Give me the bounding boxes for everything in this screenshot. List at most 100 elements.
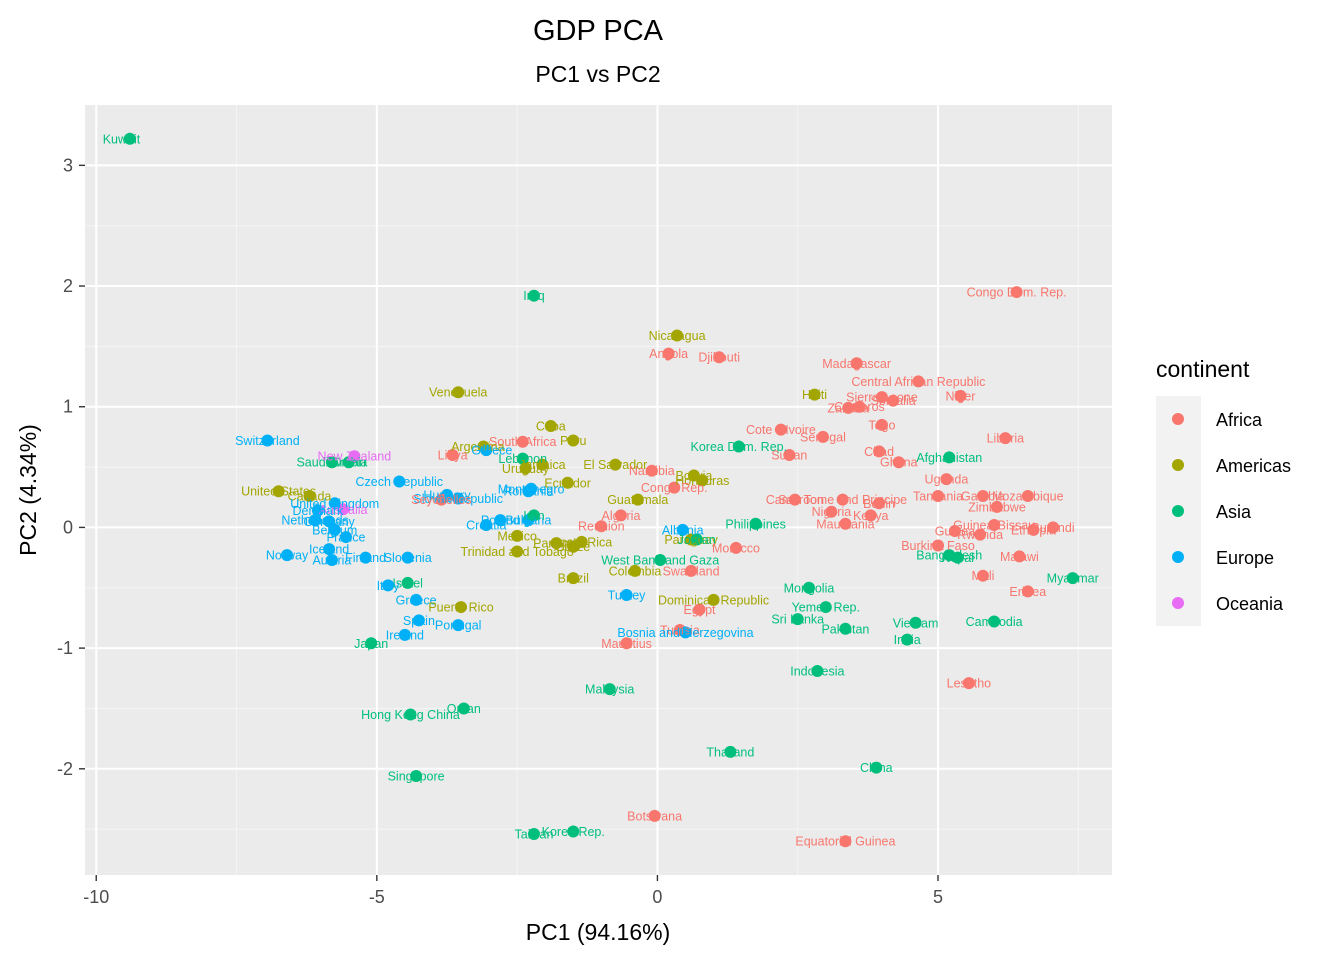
point-togo [875, 418, 888, 431]
point-hong-kong-china [404, 708, 417, 721]
point-germany [323, 515, 336, 528]
point-brazil [567, 572, 580, 585]
label-sri-lanka: Sri Lanka [771, 613, 824, 627]
point-swaziland [685, 564, 698, 577]
label-oman: Oman [332, 456, 366, 470]
point-eritrea [1021, 585, 1034, 598]
label-montenegro: Montenegro [498, 482, 565, 496]
point-japan [365, 637, 378, 650]
point-malaysia [603, 683, 616, 696]
label-ecuador: Ecuador [544, 476, 591, 490]
point-mexico [511, 529, 524, 542]
label-bulgaria: Bulgaria [505, 514, 551, 528]
label-cuba: Cuba [536, 420, 566, 434]
chart-title: GDP PCA [533, 15, 664, 47]
label-nigeria: Nigeria [812, 505, 852, 519]
point-somalia [887, 394, 900, 407]
legend-label-europe: Europe [1216, 548, 1274, 568]
label-iran: Iran [523, 509, 545, 523]
label-chad: Chad [864, 445, 894, 459]
point-kenya [864, 509, 877, 522]
legend-key-oceania [1172, 597, 1184, 609]
label-burkina-faso: Burkina Faso [901, 539, 975, 553]
x-tick-label: -5 [369, 887, 385, 907]
point-angola [662, 347, 675, 360]
label-somalia: Somalia [871, 394, 916, 408]
point-mozambique [1021, 490, 1034, 503]
points-layer [123, 132, 1079, 848]
point-mauritius [620, 637, 633, 650]
point-israel [401, 576, 414, 589]
y-tick-label: 0 [63, 517, 73, 537]
label-portugal: Portugal [435, 619, 482, 633]
point-congo-rep [668, 481, 681, 494]
label-yemen-rep: Yemen Rep. [792, 601, 860, 615]
point-italy [382, 579, 395, 592]
point-india [901, 633, 914, 646]
label-norway: Norway [266, 549, 309, 563]
chart-subtitle: PC1 vs PC2 [535, 61, 660, 87]
point-indonesia [811, 665, 824, 678]
point-madagascar [850, 357, 863, 370]
label-bolivia: Bolivia [675, 469, 712, 483]
label-thailand: Thailand [706, 745, 754, 759]
point-tanzania [932, 490, 945, 503]
point-egypt [693, 603, 706, 616]
point-austria [325, 554, 338, 566]
label-haiti: Haiti [802, 388, 827, 402]
label-mali: Mali [971, 569, 994, 583]
point-comoros [853, 400, 866, 413]
label-west-bank-and-gaza: West Bank and Gaza [601, 554, 719, 568]
label-myanmar: Myanmar [1047, 572, 1099, 586]
point-vietnam [909, 616, 922, 629]
label-guatemala: Guatemala [607, 493, 668, 507]
label-israel: Israel [392, 576, 423, 590]
label-togo: Togo [868, 418, 895, 432]
x-tick-label: 0 [652, 887, 662, 907]
point-cambodia [988, 615, 1001, 628]
point-czech-republic [393, 475, 406, 488]
point-cote-d-ivoire [774, 423, 787, 436]
label-honduras: Honduras [675, 474, 729, 488]
point-puerto-rico [455, 601, 468, 614]
point-netherlands [309, 514, 322, 527]
label-tunisia: Tunisia [660, 624, 700, 638]
label-finland: Finland [345, 551, 386, 565]
label-hungary: Hungary [423, 488, 471, 502]
point-honduras [696, 474, 709, 487]
label-poland: Poland [481, 514, 520, 528]
label-nicaragua: Nicaragua [649, 329, 706, 343]
label-jordan: Jordan [678, 533, 716, 547]
point-central-african-republic [912, 375, 925, 388]
point-korea-dem-rep [732, 440, 745, 453]
point-reunion [595, 520, 608, 533]
label-greece: Greece [396, 593, 437, 607]
label-tanzania: Tanzania [913, 490, 963, 504]
point-belgium [328, 523, 341, 536]
label-costa-rica: Costa Rica [551, 535, 612, 549]
point-sierra-leone [875, 391, 888, 404]
point-greece [410, 593, 423, 606]
point-zimbabwe [990, 500, 1003, 513]
point-kuwait [123, 132, 136, 145]
label-brazil: Brazil [558, 572, 589, 586]
label-pakistan: Pakistan [821, 622, 869, 636]
point-burundi [1047, 521, 1060, 534]
label-botswana: Botswana [627, 809, 682, 823]
x-tick-label: 5 [933, 887, 943, 907]
point-mongolia [802, 581, 815, 594]
label-congo-dem-rep: Congo Dem. Rep. [967, 286, 1067, 300]
label-iraq: Iraq [523, 289, 545, 303]
y-tick-label: -2 [57, 759, 73, 779]
label-iceland: Iceland [309, 543, 349, 557]
point-france [339, 531, 352, 544]
label-hong-kong-china: Hong Kong China [361, 708, 460, 722]
x-tick-label: -10 [83, 887, 109, 907]
point-philippines [749, 517, 762, 530]
label-saudi-arabia: Saudi Arabia [296, 456, 367, 470]
point-bosnia-and-herzegovina [679, 626, 692, 639]
label-denmark: Denmark [293, 504, 344, 518]
label-slovak-republic: Slovak Republic [413, 492, 503, 506]
legend-title: continent [1156, 356, 1250, 382]
label-taiwan: Taiwan [515, 827, 554, 841]
